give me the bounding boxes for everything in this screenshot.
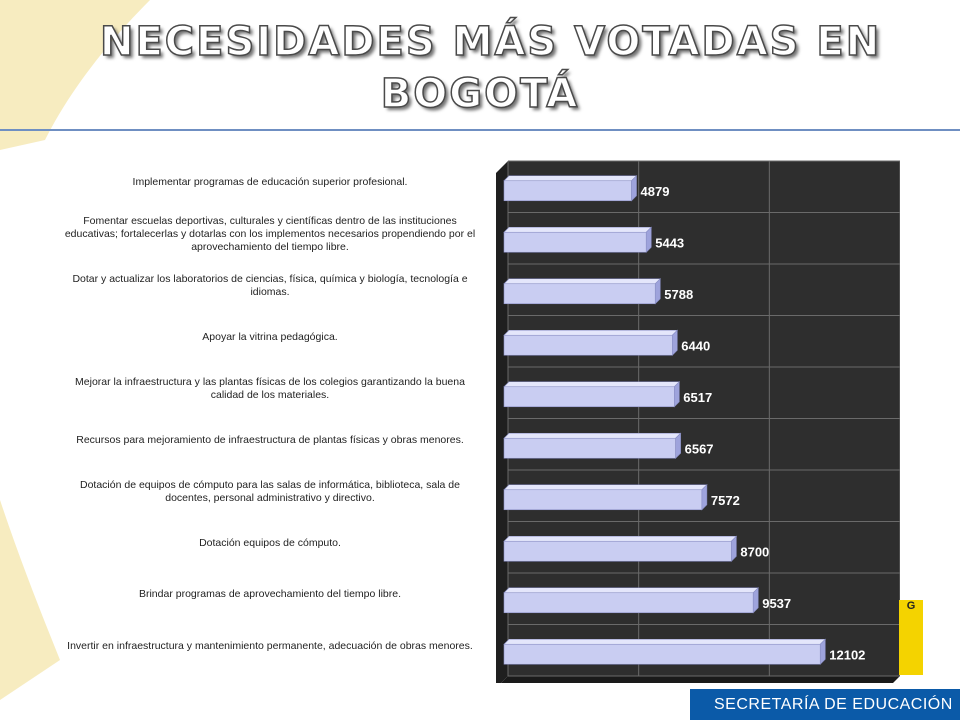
plot-floor: [501, 676, 900, 683]
bar-top-face: [503, 535, 738, 542]
bar-top-face: [503, 484, 708, 491]
bar-top-face: [503, 278, 661, 285]
bar-end-face: [701, 484, 708, 511]
data-label: 9537: [762, 596, 791, 611]
bar-top-face: [503, 381, 681, 388]
title-divider: [0, 129, 960, 131]
data-label: 8700: [740, 544, 769, 559]
data-label: 5443: [655, 235, 684, 250]
bar-top-face: [503, 638, 826, 645]
data-label: 4879: [641, 184, 670, 199]
bar: [503, 592, 754, 614]
bar: [503, 643, 821, 665]
bar: [503, 540, 732, 562]
data-label: 6440: [681, 338, 710, 353]
data-label: 6567: [685, 441, 714, 456]
bar: [503, 180, 632, 202]
category-label: Apoyar la vitrina pedagógica.: [202, 330, 338, 343]
partner-logo-letter: G: [906, 600, 916, 612]
bar-end-face: [752, 587, 759, 614]
background-yellow-swoosh: [0, 0, 150, 150]
bar-end-face: [674, 381, 680, 408]
data-label: 12102: [829, 647, 865, 662]
bar-end-face: [631, 175, 637, 202]
category-label: Mejorar la infraestructura y las plantas…: [75, 375, 465, 401]
category-label: Fomentar escuelas deportivas, culturales…: [64, 214, 476, 253]
bar: [503, 231, 647, 253]
bar-top-face: [503, 329, 679, 336]
bar-end-face: [671, 329, 678, 356]
bar-end-face: [731, 535, 737, 562]
bar-top-face: [503, 175, 638, 182]
category-label: Dotación equipos de cómputo.: [199, 536, 341, 549]
data-label: 5788: [664, 287, 693, 302]
bar: [503, 386, 675, 408]
bar-top-face: [503, 226, 652, 233]
bar: [503, 489, 703, 511]
page-title-line-1: NECESIDADES MÁS VOTADAS EN: [99, 18, 882, 66]
bar-chart: 4879 5443 5788 6440 6517 6567 7572 8700 9537 1210…: [496, 160, 900, 683]
category-label: Recursos para mejoramiento de infraestru…: [76, 433, 464, 446]
footer-banner: SECRETARÍA DE EDUCACIÓN: [690, 689, 960, 720]
data-label: 6517: [683, 390, 712, 405]
category-label: Brindar programas de aprovechamiento del…: [138, 588, 402, 601]
category-label: Dotación de equipos de cómputo para las …: [80, 478, 460, 504]
bar: [503, 334, 673, 356]
bar-end-face: [654, 278, 661, 305]
background-yellow-swoosh-bottom: [0, 500, 60, 700]
footer-label: SECRETARÍA DE EDUCACIÓN: [714, 696, 953, 713]
bar: [503, 437, 676, 459]
bar-top-face: [503, 432, 682, 439]
bar-end-face: [645, 226, 652, 253]
bar-end-face: [675, 432, 681, 459]
category-label: Invertir en infraestructura y mantenimie…: [67, 639, 473, 652]
category-label: Dotar y actualizar los laboratorios de c…: [72, 272, 468, 298]
bar: [503, 283, 656, 305]
category-label: Implementar programas de educación super…: [132, 176, 408, 189]
data-label: 7572: [711, 493, 740, 508]
page-title-line-2: BOGOTÁ: [380, 70, 580, 118]
bar-end-face: [819, 638, 826, 665]
bar-top-face: [503, 587, 759, 594]
partner-logo: G: [899, 600, 923, 675]
